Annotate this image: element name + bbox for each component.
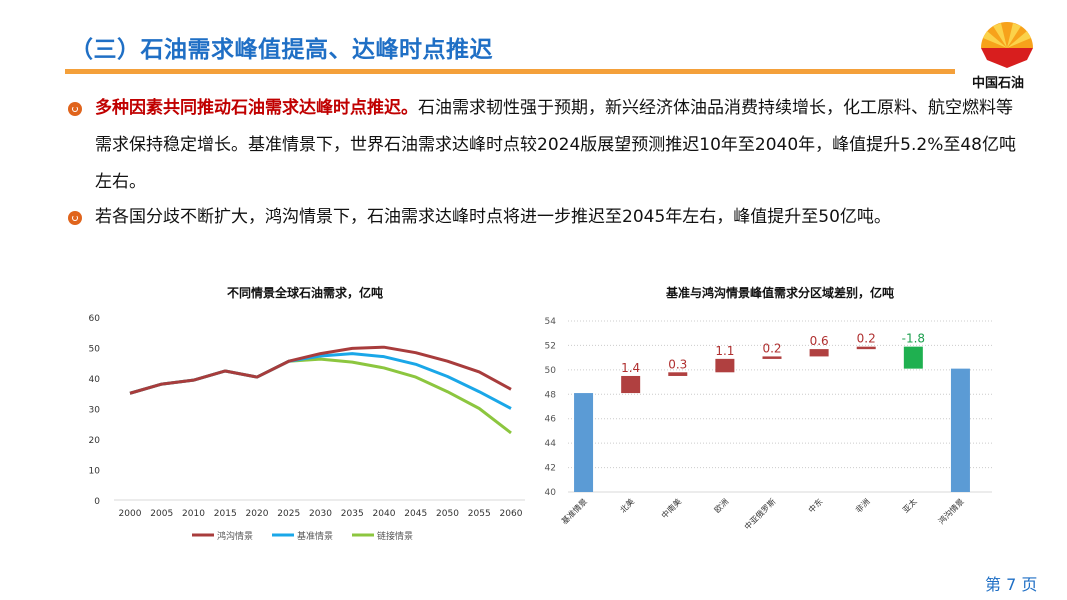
x-tick-label: 2015 [214, 509, 237, 519]
waterfall-bar [574, 393, 594, 492]
x-tick-label: 非洲 [853, 496, 871, 514]
bullet-highlight: 多种因素共同推动石油需求达峰时点推迟。 [95, 98, 418, 118]
x-tick-label: 2040 [373, 509, 396, 519]
y-tick-label: 54 [545, 317, 557, 327]
x-tick-label: 2050 [436, 509, 459, 519]
waterfall-bar [715, 358, 735, 373]
y-tick-label: 52 [545, 341, 556, 351]
y-tick-label: 10 [89, 467, 101, 477]
page-number: 第 7 页 [985, 575, 1038, 594]
x-tick-label: 2005 [150, 509, 173, 519]
y-tick-label: 40 [545, 488, 557, 498]
petrochina-logo-icon [981, 22, 1033, 68]
y-tick-label: 20 [89, 436, 101, 446]
waterfall-bar [621, 375, 641, 394]
x-tick-label: 中南美 [659, 496, 683, 520]
logo-text: 中国石油 [972, 76, 1025, 91]
y-tick-label: 42 [545, 464, 556, 474]
y-tick-label: 50 [89, 345, 101, 355]
waterfall-bar [809, 349, 829, 357]
waterfall-bar [762, 356, 782, 359]
y-tick-label: 60 [89, 314, 101, 324]
x-tick-label: 2020 [246, 509, 269, 519]
x-tick-label: 2035 [341, 509, 364, 519]
bullet-icon [68, 211, 82, 225]
x-tick-label: 2010 [182, 509, 205, 519]
x-tick-label: 基准情景 [559, 496, 589, 526]
page-title: （三）石油需求峰值提高、达峰时点推迟 [70, 37, 493, 63]
bullet-text: 石油需求韧性强于预期，新兴经济体油品消费持续增长，化工原料、航空燃料等需求保持稳… [95, 98, 1016, 192]
data-label: 1.4 [621, 361, 640, 375]
x-tick-label: 2000 [119, 509, 142, 519]
y-tick-label: 44 [545, 439, 557, 449]
x-tick-label: 2025 [277, 509, 300, 519]
waterfall-bar [950, 368, 970, 492]
waterfall-bar [903, 346, 923, 369]
title-divider [65, 69, 955, 74]
y-tick-label: 50 [545, 366, 557, 376]
x-tick-label: 2045 [404, 509, 427, 519]
waterfall-bar [668, 372, 688, 376]
waterfall-chart: 基准与鸿沟情景峰值需求分区域差别，亿吨 40 42 44 46 48 50 52 54 基准情景 1… [545, 285, 992, 532]
y-tick-label: 40 [89, 375, 101, 385]
x-tick-label: 北美 [618, 496, 636, 514]
waterfall-bar [856, 346, 876, 350]
chart-title: 不同情景全球石油需求，亿吨 [227, 285, 383, 300]
bullet-paragraph-1: 多种因素共同推动石油需求达峰时点推迟。石油需求韧性强于预期，新兴经济体油品消费持… [95, 90, 1025, 201]
series-line-2 [129, 357, 512, 435]
x-tick-label: 2055 [468, 509, 491, 519]
data-label: 0.2 [857, 332, 876, 346]
data-label: 0.2 [762, 341, 781, 355]
x-tick-label: 2030 [309, 509, 332, 519]
data-label: 1.1 [715, 344, 734, 358]
y-tick-label: 30 [89, 406, 101, 416]
chart-title: 基准与鸿沟情景峰值需求分区域差别，亿吨 [665, 285, 894, 300]
x-tick-label: 2060 [500, 509, 523, 519]
legend-label: 链接情景 [377, 530, 413, 542]
bullet-paragraph-2: 若各国分歧不断扩大，鸿沟情景下，石油需求达峰时点将进一步推迟至2045年左右，峰… [95, 199, 1025, 236]
y-tick-label: 0 [94, 497, 100, 507]
y-tick-label: 48 [545, 390, 557, 400]
legend-label: 鸿沟情景 [217, 530, 253, 542]
x-tick-label: 欧洲 [712, 496, 730, 514]
bullet-icon [68, 102, 82, 116]
x-tick-label: 中亚俄罗斯 [742, 496, 777, 531]
y-tick-label: 46 [545, 415, 557, 425]
bullet-text: 若各国分歧不断扩大，鸿沟情景下，石油需求达峰时点将进一步推迟至2045年左右，峰… [95, 207, 891, 227]
x-tick-label: 亚太 [900, 496, 918, 514]
data-label: 0.6 [810, 334, 829, 348]
x-tick-label: 鸿沟情景 [936, 496, 966, 526]
x-tick-label: 中东 [806, 496, 824, 514]
legend-label: 基准情景 [297, 530, 333, 542]
series-line-0 [129, 345, 512, 395]
data-label: 0.3 [668, 357, 687, 371]
data-label: -1.8 [902, 332, 925, 346]
